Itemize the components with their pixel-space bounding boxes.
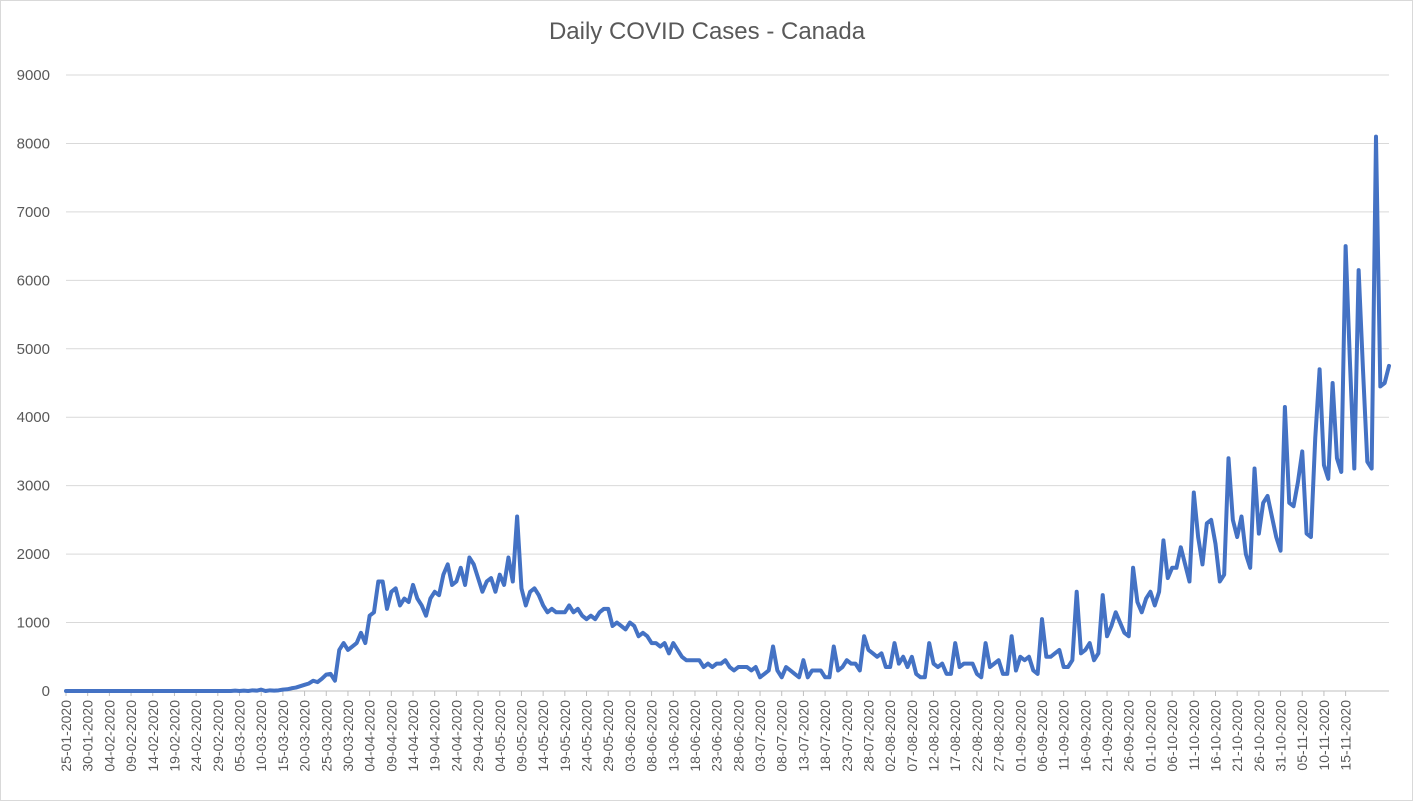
x-tick-label: 10-03-2020 (253, 700, 269, 772)
y-tick-label: 6000 (17, 272, 50, 289)
x-axis-labels: 25-01-2020 30-01-2020 04-02-2020 09-02-2020… (58, 691, 1354, 772)
chart-title: Daily COVID Cases - Canada (548, 18, 866, 45)
x-tick-label: 09-02-2020 (123, 700, 139, 772)
x-tick-label: 10-11-2020 (1316, 700, 1332, 771)
x-tick-label: 09-04-2020 (383, 700, 399, 772)
x-tick-label: 09-05-2020 (513, 700, 529, 772)
x-tick-label: 19-05-2020 (557, 700, 573, 772)
x-tick-label: 06-09-2020 (1034, 700, 1050, 772)
x-tick-label: 03-06-2020 (622, 700, 638, 772)
x-tick-label: 16-09-2020 (1077, 700, 1093, 772)
x-tick-label: 04-02-2020 (101, 700, 117, 772)
x-tick-label: 15-03-2020 (275, 700, 291, 772)
y-tick-label: 0 (42, 683, 50, 700)
x-tick-label: 23-06-2020 (709, 700, 725, 772)
x-tick-label: 20-03-2020 (297, 700, 313, 772)
x-tick-label: 01-10-2020 (1142, 700, 1158, 772)
x-tick-label: 15-11-2020 (1338, 700, 1354, 771)
x-tick-label: 11-09-2020 (1056, 700, 1072, 771)
x-tick-label: 04-05-2020 (492, 700, 508, 772)
x-tick-label: 26-09-2020 (1121, 700, 1137, 772)
x-tick-label: 22-08-2020 (969, 700, 985, 772)
x-tick-label: 04-04-2020 (362, 700, 378, 772)
x-tick-label: 01-09-2020 (1012, 700, 1028, 772)
y-tick-label: 8000 (17, 135, 50, 152)
x-tick-label: 25-03-2020 (318, 700, 334, 772)
x-tick-label: 18-07-2020 (817, 700, 833, 772)
x-tick-label: 29-05-2020 (600, 700, 616, 772)
x-tick-label: 07-08-2020 (904, 700, 920, 772)
x-tick-label: 12-08-2020 (926, 700, 942, 772)
x-tick-label: 27-08-2020 (991, 700, 1007, 772)
x-tick-label: 18-06-2020 (687, 700, 703, 772)
x-tick-label: 13-07-2020 (795, 700, 811, 772)
x-tick-label: 08-06-2020 (644, 700, 660, 772)
x-tick-label: 14-05-2020 (535, 700, 551, 772)
x-tick-label: 08-07-2020 (774, 700, 790, 772)
y-tick-label: 3000 (17, 478, 50, 495)
x-tick-label: 06-10-2020 (1164, 700, 1180, 772)
x-tick-label: 28-07-2020 (860, 700, 876, 772)
series-group (64, 134, 1391, 693)
x-tick-label: 05-11-2020 (1294, 700, 1310, 771)
x-tick-label: 29-04-2020 (470, 700, 486, 772)
x-tick-label: 14-04-2020 (405, 700, 421, 772)
x-tick-label: 19-04-2020 (427, 700, 443, 772)
gridlines (66, 74, 1389, 692)
x-tick-label: 31-10-2020 (1273, 700, 1289, 772)
x-tick-label: 30-03-2020 (340, 700, 356, 772)
x-tick-label: 24-04-2020 (448, 700, 464, 772)
x-tick-label: 14-02-2020 (145, 700, 161, 772)
x-tick-label: 21-09-2020 (1099, 700, 1115, 772)
y-tick-label: 7000 (17, 204, 50, 221)
y-tick-label: 4000 (17, 409, 50, 426)
x-tick-label: 17-08-2020 (947, 700, 963, 772)
x-tick-label: 25-01-2020 (58, 700, 74, 772)
x-tick-label: 26-10-2020 (1251, 700, 1267, 772)
y-axis-labels: 0 1000 2000 3000 4000 5000 6000 7000 8000 9000 (17, 67, 50, 700)
x-tick-label: 02-08-2020 (882, 700, 898, 772)
y-tick-label: 1000 (17, 615, 50, 632)
x-tick-label: 13-06-2020 (665, 700, 681, 772)
x-tick-label: 21-10-2020 (1229, 700, 1245, 772)
x-tick-label: 16-10-2020 (1207, 700, 1223, 772)
x-tick-label: 29-02-2020 (210, 700, 226, 772)
y-tick-label: 2000 (17, 546, 50, 563)
series-line-daily-cases (64, 134, 1391, 693)
x-tick-label: 23-07-2020 (839, 700, 855, 772)
x-tick-label: 24-02-2020 (188, 700, 204, 772)
y-tick-label: 5000 (17, 341, 50, 358)
x-tick-label: 19-02-2020 (166, 700, 182, 772)
y-tick-label: 9000 (17, 67, 50, 84)
x-tick-label: 28-06-2020 (730, 700, 746, 772)
x-tick-label: 24-05-2020 (579, 700, 595, 772)
x-tick-label: 11-10-2020 (1186, 700, 1202, 771)
x-tick-label: 03-07-2020 (752, 700, 768, 772)
x-tick-label: 30-01-2020 (80, 700, 96, 772)
x-tick-label: 05-03-2020 (232, 700, 248, 772)
